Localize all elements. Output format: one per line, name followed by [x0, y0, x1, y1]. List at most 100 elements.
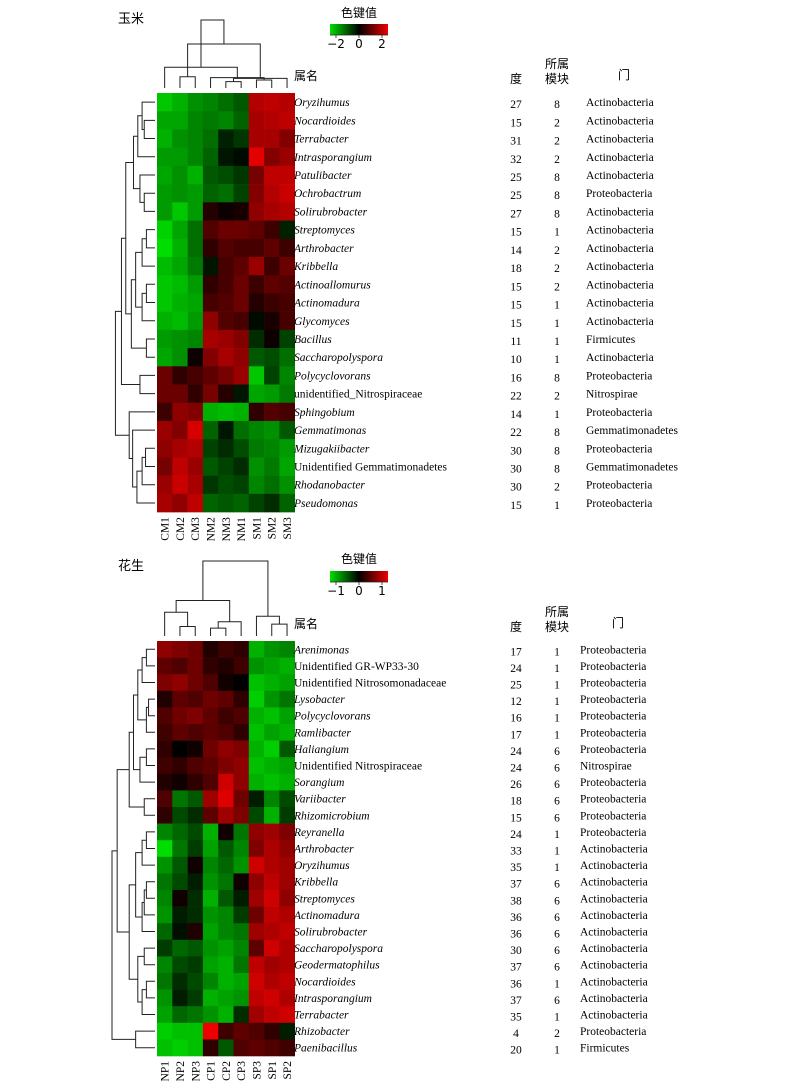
row-label-genus: Kribbella: [293, 261, 338, 273]
heatmap-cell: [187, 690, 204, 708]
row-degree: 24: [510, 746, 522, 758]
row-phylum: Actinobacteria: [586, 279, 654, 291]
heatmap-cell: [218, 1006, 234, 1024]
heatmap-cell: [279, 989, 295, 1007]
heatmap-cell: [218, 1039, 234, 1057]
row-module: 2: [554, 154, 560, 166]
heatmap-cell: [233, 493, 250, 513]
heatmap-cell: [248, 856, 265, 874]
heatmap-cell: [172, 856, 188, 874]
row-phylum: Proteobacteria: [580, 1026, 646, 1038]
heatmap-cell: [264, 690, 280, 708]
heatmap-cell: [172, 184, 188, 203]
row-module: 8: [554, 464, 560, 476]
heatmap-cell: [202, 641, 219, 658]
row-degree: 36: [510, 912, 522, 924]
heatmap-cell: [218, 1022, 234, 1040]
row-degree: 10: [510, 354, 522, 366]
heatmap-cell: [248, 674, 265, 692]
heatmap-cell: [248, 348, 265, 367]
heatmap-cell: [279, 641, 295, 658]
row-phylum: Proteobacteria: [586, 188, 652, 200]
heatmap-cell: [264, 311, 280, 331]
column-label: NP1: [160, 1061, 172, 1082]
heatmap-cell: [233, 840, 250, 858]
heatmap-cell: [172, 129, 188, 148]
heatmap-cell: [233, 147, 250, 167]
heatmap-cell: [187, 757, 204, 775]
heatmap-cell: [172, 740, 188, 758]
row-degree: 15: [510, 227, 522, 239]
heatmap-cell: [218, 973, 234, 990]
heatmap-cell: [187, 1039, 204, 1057]
dendrogram-branch: [114, 310, 130, 436]
dendrogram-branch: [132, 429, 155, 488]
heatmap-cell: [248, 757, 265, 775]
heatmap-cell: [233, 1006, 250, 1024]
color-key-title: 色键值: [341, 5, 377, 20]
heatmap-cell: [172, 906, 188, 924]
heatmap-cell: [279, 238, 295, 258]
row-degree: 37: [510, 995, 522, 1007]
heatmap-cell: [157, 238, 173, 258]
heatmap-cell: [187, 402, 204, 422]
heatmap-cell: [233, 956, 250, 974]
heatmap-cell: [218, 420, 234, 440]
heatmap-cell: [233, 238, 250, 258]
row-phylum: Proteobacteria: [580, 777, 646, 789]
header-module-line: 所属: [545, 57, 569, 71]
heatmap-cell: [157, 111, 173, 130]
heatmap-cell: [248, 329, 265, 349]
heatmap-cell: [202, 856, 219, 874]
heatmap-cell: [187, 275, 204, 294]
heatmap-cell: [172, 840, 188, 858]
heatmap-cell: [233, 366, 250, 385]
heatmap-cell: [187, 220, 204, 240]
dendrogram-branch: [143, 798, 155, 816]
heatmap-cell: [264, 256, 280, 276]
heatmap-cell: [218, 807, 234, 824]
heatmap-cell: [172, 657, 188, 675]
heatmap-cell: [172, 690, 188, 708]
heatmap-cell: [218, 348, 234, 367]
heatmap-cell: [172, 93, 188, 112]
heatmap-cell: [157, 311, 173, 331]
heatmap-cell: [264, 493, 280, 513]
row-degree: 11: [510, 336, 521, 348]
heatmap-cell: [248, 238, 265, 258]
row-phylum: Actinobacteria: [586, 97, 654, 109]
heatmap-cell: [264, 384, 280, 404]
column-label: SM2: [267, 517, 279, 540]
column-label: CM3: [190, 517, 202, 541]
heatmap-cell: [157, 790, 173, 808]
row-degree: 18: [510, 263, 522, 275]
heatmap-cell: [172, 475, 188, 495]
heatmap-cell: [157, 890, 173, 907]
column-label: SM3: [282, 517, 294, 540]
row-degree: 24: [510, 663, 522, 675]
heatmap-cell: [233, 923, 250, 941]
heatmap-cell: [264, 129, 280, 148]
heatmap-cell: [218, 275, 234, 294]
dendrogram-branch: [255, 79, 273, 88]
heatmap-cell: [279, 184, 295, 203]
heatmap-cell: [248, 165, 265, 185]
heatmap-cell: [233, 439, 250, 458]
heatmap-cell: [187, 147, 204, 167]
row-module: 2: [554, 263, 560, 275]
heatmap-cell: [157, 923, 173, 941]
heatmap-cell: [218, 475, 234, 495]
row-module: 1: [554, 713, 560, 725]
heatmap-cell: [172, 973, 188, 990]
heatmap-cell: [157, 873, 173, 891]
heatmap-cell: [218, 641, 234, 658]
dendrogram-branch: [130, 279, 147, 349]
heatmap-cell: [279, 873, 295, 891]
column-label: SP2: [282, 1061, 294, 1080]
heatmap-cell: [202, 807, 219, 824]
row-label-genus: Terrabacter: [294, 134, 349, 146]
heatmap-cell: [218, 293, 234, 312]
header-module: 所属模块: [545, 605, 569, 634]
heatmap-cell: [172, 202, 188, 221]
heatmap-cell: [202, 129, 219, 148]
